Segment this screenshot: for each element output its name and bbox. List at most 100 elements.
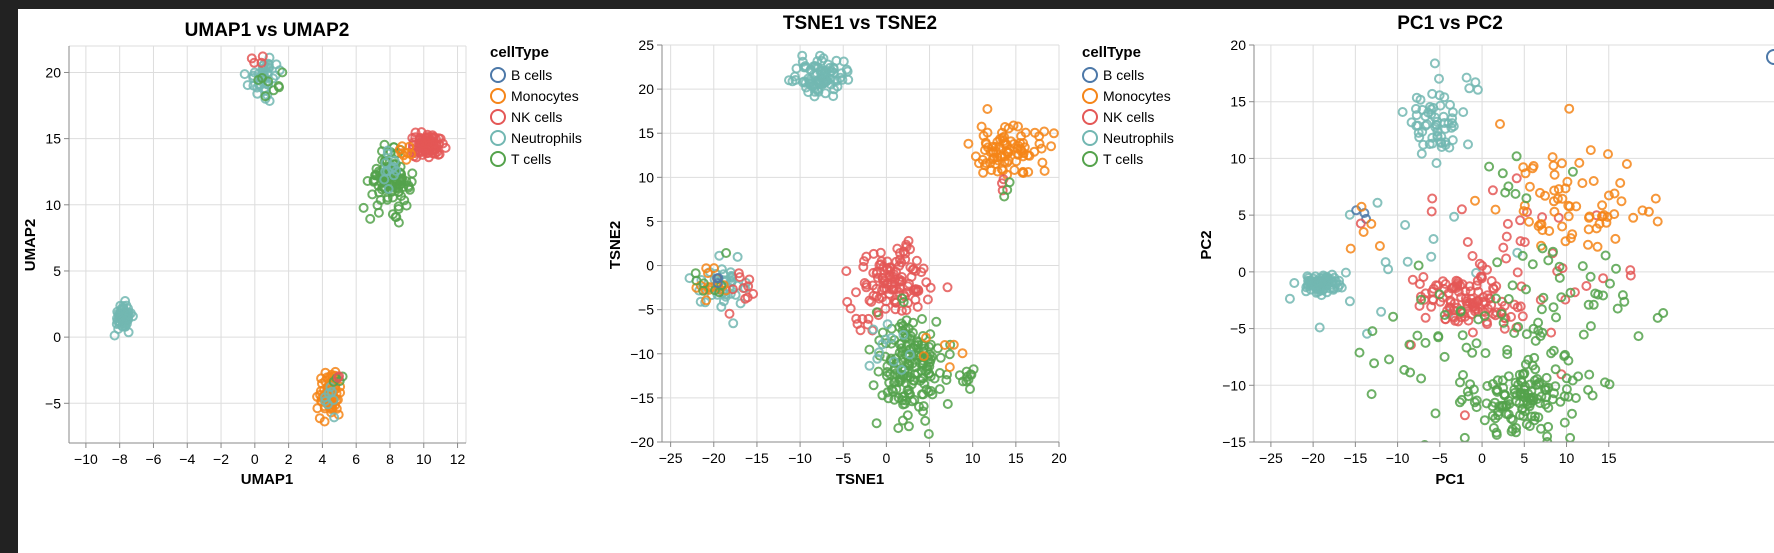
tsne-point-monocytes	[982, 104, 993, 114]
tsne-point-monocytes	[982, 127, 993, 138]
pca-point-t-cells	[1507, 280, 1518, 291]
pca-point-t-cells	[1489, 397, 1500, 408]
pca-point-monocytes	[1583, 224, 1594, 235]
pca-point-nk-cells	[1407, 274, 1418, 285]
pca-point-neutrophils	[1427, 138, 1438, 149]
pca-point-t-cells	[1559, 391, 1570, 402]
pca-point-nk-cells	[1445, 297, 1456, 308]
tsne-point-monocytes	[963, 138, 974, 149]
umap-x-tick-label: −10	[74, 451, 98, 467]
tsne-point-monocytes	[1037, 157, 1048, 168]
tsne-point-nk-cells	[744, 274, 755, 285]
clipped-legend-symbol	[1766, 49, 1774, 65]
tsne-x-tick-label: 0	[882, 450, 890, 466]
pca-point-neutrophils	[1344, 209, 1355, 220]
tsne-point-neutrophils	[868, 324, 879, 335]
pca-point-nk-cells	[1477, 306, 1488, 317]
pca-point-t-cells	[1463, 391, 1474, 402]
pca-point-monocytes	[1650, 193, 1661, 204]
tsne-x-tick-label: −5	[835, 450, 851, 466]
umap-y-tick-label: 0	[53, 329, 61, 345]
pca-point-t-cells	[1542, 437, 1553, 442]
pca-point-nk-cells	[1502, 218, 1513, 229]
pca-point-nk-cells	[1517, 311, 1528, 322]
tsne-point-nk-cells	[733, 268, 744, 279]
pca-point-neutrophils	[1284, 293, 1295, 304]
umap-point-t-cells	[260, 91, 271, 102]
pca-point-monocytes	[1585, 145, 1596, 156]
pca-point-nk-cells	[1462, 237, 1473, 247]
tsne-y-tick-label: 10	[638, 169, 654, 185]
pca-point-nk-cells	[1420, 288, 1431, 299]
pca-point-monocytes	[1562, 176, 1573, 187]
tsne-point-monocytes	[988, 146, 999, 156]
pca-point-t-cells	[1480, 348, 1491, 359]
tsne-point-t-cells	[909, 394, 920, 405]
pca-point-monocytes	[1524, 181, 1535, 192]
tsne-point-t-cells	[924, 368, 935, 379]
pca-point-t-cells	[1583, 299, 1594, 310]
pca-point-t-cells	[1459, 432, 1470, 442]
pca-point-nk-cells	[1467, 251, 1478, 261]
tsne-point-nk-cells	[740, 293, 751, 304]
pca-point-neutrophils	[1429, 58, 1440, 69]
umap-legend-label-monocytes: Monocytes	[511, 88, 579, 104]
pca-point-t-cells	[1528, 323, 1539, 334]
pca-point-neutrophils	[1301, 286, 1312, 297]
tsne-point-neutrophils	[797, 50, 808, 61]
pca-point-neutrophils	[1426, 109, 1437, 120]
pca-point-neutrophils	[1289, 278, 1300, 288]
pca-point-monocytes	[1603, 149, 1613, 160]
pca-point-nk-cells	[1625, 270, 1636, 281]
umap-point-monocytes	[316, 373, 327, 384]
tsne-point-neutrophils	[828, 91, 839, 102]
tsne-point-monocytes	[1020, 127, 1031, 138]
tsne-point-t-cells	[864, 344, 875, 355]
pca-point-t-cells	[1530, 335, 1541, 346]
tsne-legend-symbol-monocytes	[1082, 88, 1098, 104]
tsne-point-nk-cells	[876, 256, 887, 267]
tsne-point-nk-cells	[857, 314, 868, 324]
umap-x-tick-label: −2	[213, 451, 229, 467]
pca-point-nk-cells	[1418, 272, 1429, 282]
pca-point-nk-cells	[1426, 206, 1437, 217]
tsne-point-monocytes	[1005, 136, 1016, 147]
tsne-point-nk-cells	[911, 255, 922, 266]
pca-point-t-cells	[1454, 397, 1465, 408]
pca-point-neutrophils	[1426, 251, 1437, 262]
pca-point-neutrophils	[1472, 84, 1483, 95]
pca-point-nk-cells	[1448, 305, 1459, 316]
tsne-point-neutrophils	[804, 78, 815, 89]
pca-point-t-cells	[1567, 408, 1577, 419]
umap-y-axis-title: UMAP2	[22, 219, 39, 272]
tsne-point-neutrophils	[831, 75, 842, 86]
umap-x-tick-label: −8	[112, 451, 128, 467]
pca-point-monocytes	[1652, 216, 1663, 227]
tsne-point-nk-cells	[852, 319, 863, 329]
tsne-point-nk-cells	[888, 284, 899, 295]
pca-point-nk-cells	[1456, 292, 1467, 303]
umap-point-t-cells	[358, 202, 369, 213]
tsne-point-neutrophils	[817, 79, 828, 90]
tsne-point-t-cells	[918, 389, 929, 400]
pca-point-t-cells	[1455, 306, 1466, 317]
pca-y-tick-label: −10	[1222, 377, 1246, 393]
pca-point-nk-cells	[1501, 231, 1512, 242]
tsne-point-t-cells	[690, 268, 701, 279]
pca-point-nk-cells	[1431, 280, 1442, 291]
pca-point-t-cells	[1583, 384, 1594, 395]
pca-point-neutrophils	[1316, 277, 1327, 288]
tsne-point-t-cells	[915, 375, 926, 386]
tsne-legend-symbol-nk-cells	[1082, 109, 1098, 125]
tsne-y-tick-label: 5	[646, 213, 654, 229]
tsne-point-monocytes	[1013, 121, 1023, 132]
pca-point-t-cells	[1541, 372, 1552, 383]
tsne-point-t-cells	[897, 415, 908, 426]
umap-point-neutrophils	[127, 311, 138, 322]
pca-point-t-cells	[1434, 289, 1445, 300]
pca-point-neutrophils	[1318, 272, 1329, 283]
pca-point-monocytes	[1490, 204, 1501, 215]
pca-point-t-cells	[1496, 309, 1507, 319]
tsne-point-t-cells	[893, 423, 904, 434]
tsne-point-neutrophils	[695, 296, 706, 307]
